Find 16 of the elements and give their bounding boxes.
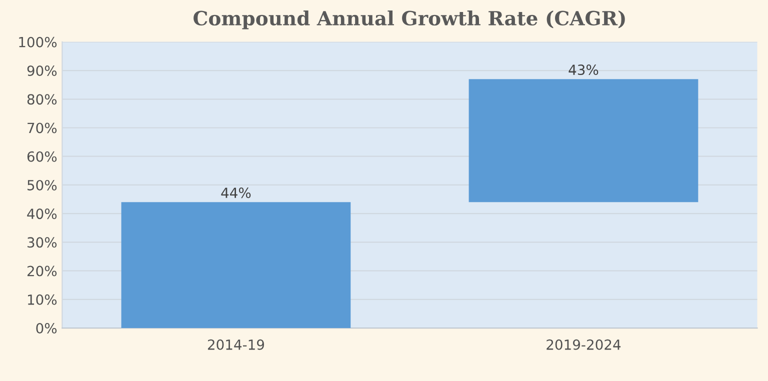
y-tick-label: 60%	[27, 151, 57, 162]
data-label: 43%	[568, 64, 598, 76]
y-tick-label: 10%	[28, 294, 57, 305]
y-tick-label: 80%	[27, 94, 57, 105]
chart-title: Compound Annual Growth Rate (CAGR)	[194, 10, 625, 30]
y-tick-label: 20%	[27, 266, 57, 276]
y-tick-label: 100%	[19, 36, 57, 48]
y-tick-label: 90%	[27, 65, 57, 76]
y-tick-label: 40%	[27, 208, 57, 220]
data-label: 44%	[221, 188, 251, 198]
y-tick-label: 0%	[36, 323, 57, 334]
y-tick-label: 30%	[28, 237, 57, 248]
x-tick-label: 2014-19	[208, 339, 264, 350]
x-tick-label: 2019-2024	[546, 339, 621, 350]
y-tick-label: 50%	[28, 180, 57, 190]
y-tick-label: 70%	[28, 122, 57, 134]
